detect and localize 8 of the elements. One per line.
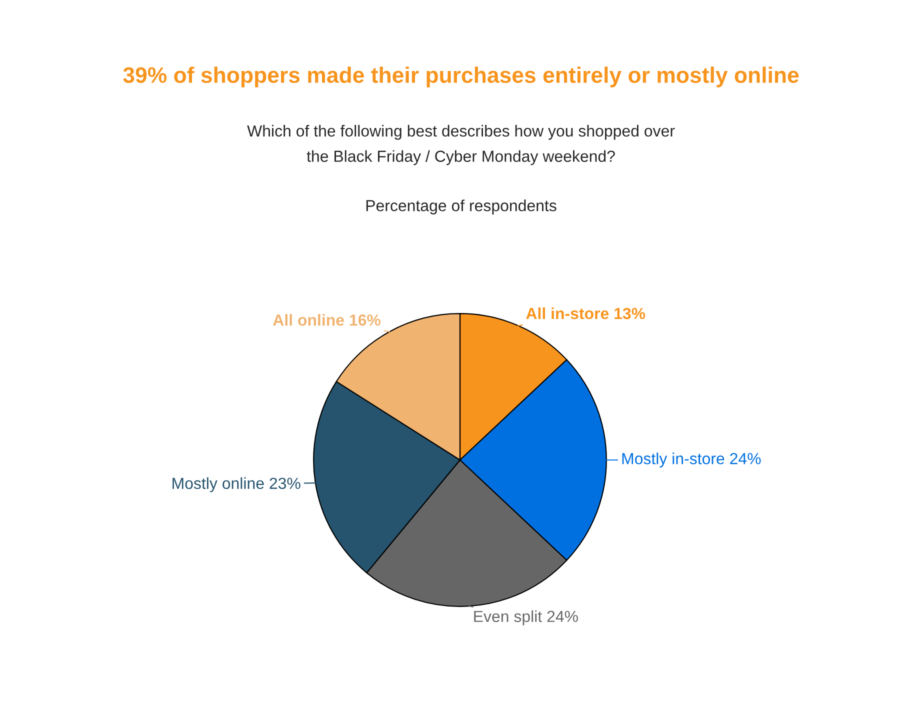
slice-label: Mostly in-store 24% — [622, 452, 761, 468]
text: Percentage of respondents — [366, 200, 556, 214]
slice-label: Even split 24% — [474, 610, 578, 626]
slice-label: All in-store 13% — [526, 307, 646, 320]
chart-title: 39% of shoppers made their purchases entirely or mostly online — [123, 66, 799, 88]
slice-label: Mostly online 23% — [172, 477, 300, 492]
chart-subtitle: Which of the following best describes how you shopped over the Black Friday / Cyber Monday weekend? — [247, 124, 675, 166]
slice-label: All online 16% — [273, 314, 380, 326]
